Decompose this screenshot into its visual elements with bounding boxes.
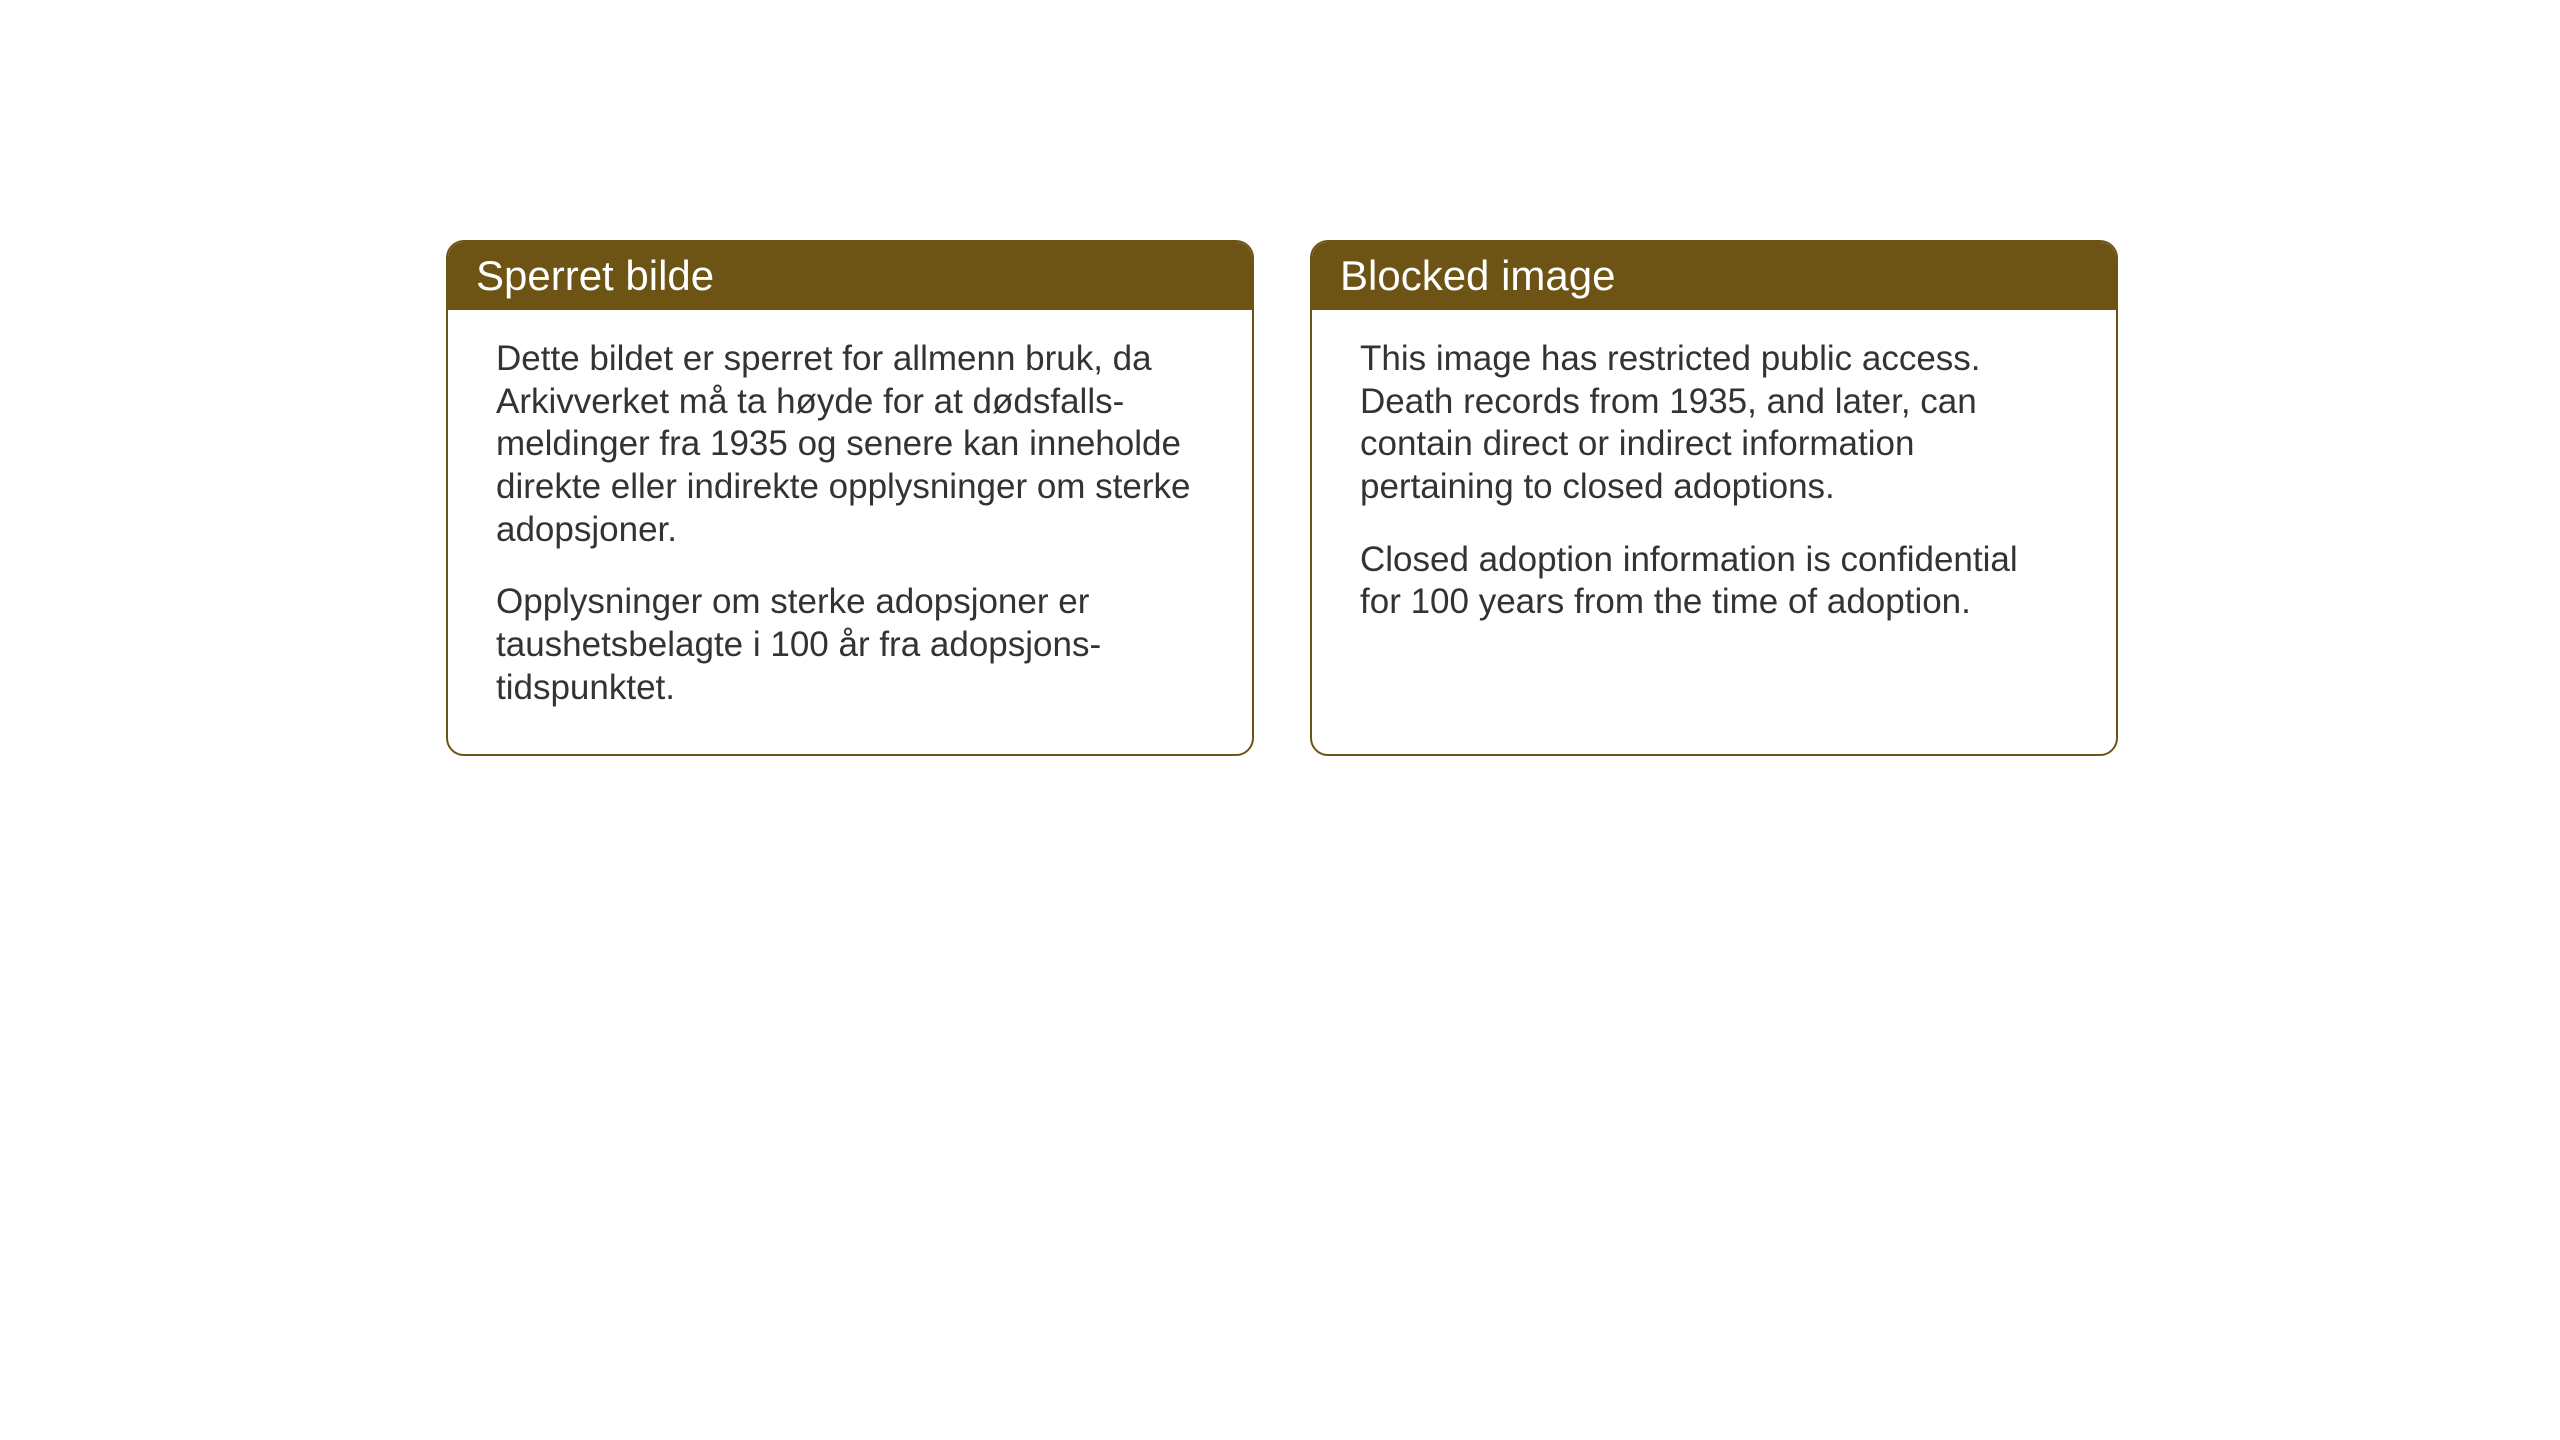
card-para1-english: This image has restricted public access.…	[1360, 338, 2068, 509]
card-header-norwegian: Sperret bilde	[448, 242, 1252, 310]
card-title-norwegian: Sperret bilde	[476, 252, 714, 299]
card-body-norwegian: Dette bildet er sperret for allmenn bruk…	[448, 310, 1252, 754]
card-body-english: This image has restricted public access.…	[1312, 310, 2116, 668]
card-header-english: Blocked image	[1312, 242, 2116, 310]
card-norwegian: Sperret bilde Dette bildet er sperret fo…	[446, 240, 1254, 756]
card-container: Sperret bilde Dette bildet er sperret fo…	[446, 240, 2118, 756]
card-english: Blocked image This image has restricted …	[1310, 240, 2118, 756]
card-para2-norwegian: Opplysninger om sterke adopsjoner er tau…	[496, 581, 1204, 709]
card-title-english: Blocked image	[1340, 252, 1615, 299]
card-para2-english: Closed adoption information is confident…	[1360, 539, 2068, 624]
card-para1-norwegian: Dette bildet er sperret for allmenn bruk…	[496, 338, 1204, 551]
